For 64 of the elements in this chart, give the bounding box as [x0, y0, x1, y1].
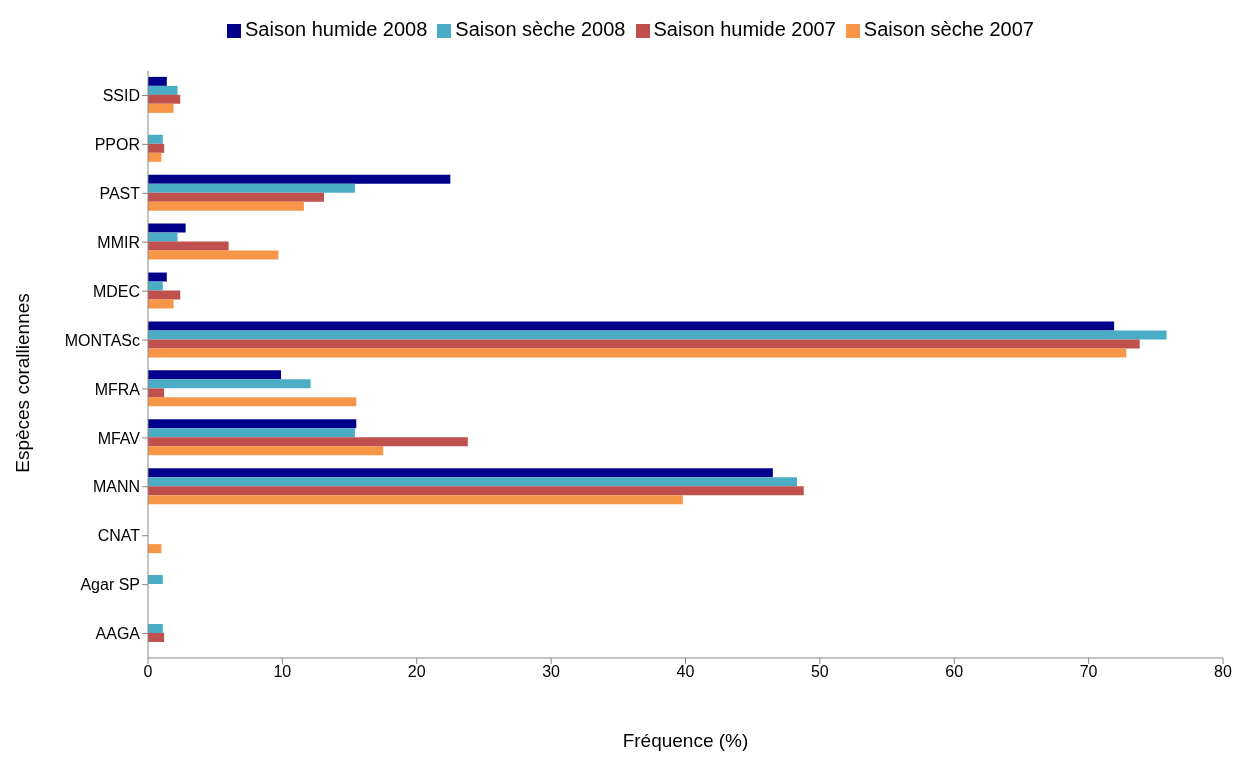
bar — [148, 495, 683, 505]
bar — [148, 76, 167, 86]
legend-label: Saison sèche 2008 — [455, 18, 626, 40]
y-tick-label: MDEC — [92, 282, 140, 300]
bar — [148, 379, 311, 389]
bar — [148, 143, 165, 153]
bar — [148, 339, 1140, 349]
x-tick-label: 80 — [1214, 663, 1232, 681]
x-tick-label: 40 — [676, 663, 695, 681]
y-tick-label: AAGA — [95, 625, 141, 643]
bar — [148, 419, 357, 429]
bar — [148, 241, 229, 251]
bar — [148, 397, 357, 407]
bar — [148, 486, 804, 496]
bar — [148, 477, 798, 487]
y-tick-label: MFRA — [94, 380, 141, 398]
bar — [148, 134, 163, 144]
bar — [148, 201, 304, 211]
x-tick-label: 70 — [1079, 663, 1098, 681]
bar — [148, 437, 468, 447]
bar — [148, 428, 355, 438]
y-tick-label: PPOR — [94, 136, 140, 154]
bar — [148, 250, 279, 260]
y-tick-label: MANN — [92, 478, 140, 496]
bar — [148, 388, 165, 398]
bar — [148, 348, 1127, 358]
x-tick-label: 30 — [542, 663, 561, 681]
bar — [148, 299, 174, 309]
bar — [148, 370, 282, 380]
bar — [148, 174, 451, 184]
bar — [148, 468, 773, 478]
bar — [148, 232, 178, 242]
bar — [148, 223, 186, 233]
x-axis-title: Fréquence (%) — [621, 730, 750, 752]
y-axis-title: Espèces coralliennes — [12, 293, 34, 473]
bar — [148, 183, 355, 193]
bar — [148, 192, 325, 202]
x-tick-label: 0 — [143, 663, 153, 681]
legend-label: Saison humide 2008 — [245, 18, 428, 40]
x-tick-label: 50 — [810, 663, 829, 681]
x-tick-label: 20 — [407, 663, 426, 681]
bar — [148, 281, 163, 291]
bar — [148, 321, 1115, 331]
legend-label: Saison sèche 2007 — [863, 18, 1034, 40]
y-tick-label: MMIR — [97, 233, 140, 251]
bar — [148, 94, 181, 104]
bar — [148, 330, 1167, 340]
bar — [148, 575, 163, 585]
bar — [148, 623, 163, 633]
x-tick-label: 60 — [945, 663, 964, 681]
y-tick-label: MFAV — [97, 429, 141, 447]
bar — [148, 272, 167, 282]
y-tick-label: SSID — [102, 87, 140, 105]
y-tick-label: PAST — [99, 184, 141, 202]
bar — [148, 446, 384, 456]
bar — [148, 290, 181, 300]
y-tick-label: CNAT — [97, 527, 141, 545]
x-tick-label: 10 — [273, 663, 292, 681]
bar — [148, 85, 178, 95]
bar — [148, 632, 165, 642]
bar — [148, 103, 174, 113]
y-tick-label: MONTASc — [64, 331, 140, 349]
y-tick-label: Agar SP — [80, 576, 140, 594]
legend-label: Saison humide 2007 — [653, 18, 836, 40]
